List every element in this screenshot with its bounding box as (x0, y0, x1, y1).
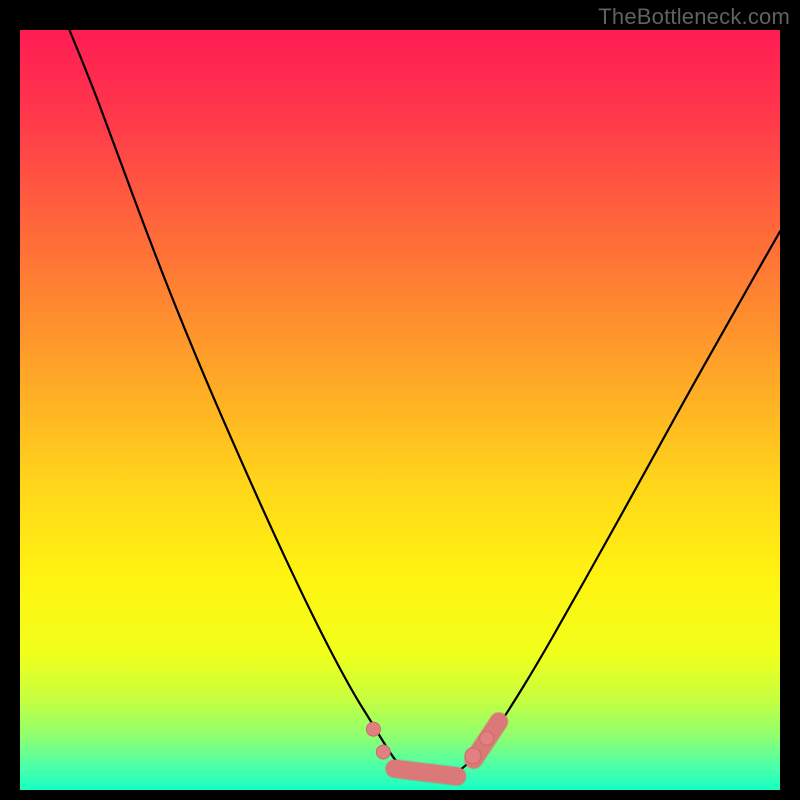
bottleneck-chart (20, 30, 780, 790)
chart-frame: TheBottleneck.com (0, 0, 800, 800)
watermark-text: TheBottleneck.com (598, 4, 790, 30)
plot-background (20, 30, 780, 790)
